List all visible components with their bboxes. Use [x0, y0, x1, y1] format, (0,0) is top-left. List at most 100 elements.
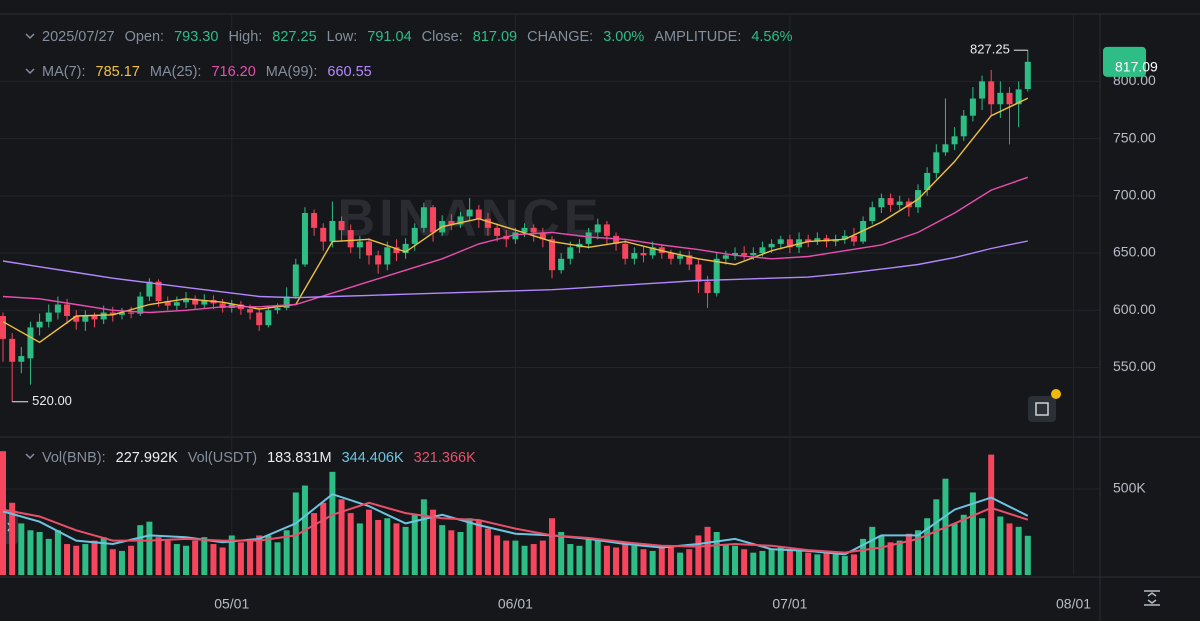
ma-line: [2, 176, 1029, 314]
volume-bar: [1006, 523, 1013, 575]
volume-bar: [887, 542, 894, 575]
candle-body: [530, 227, 537, 233]
candle-body: [301, 212, 308, 265]
legend-label: MA(7):: [42, 64, 86, 80]
volume-bar: [494, 535, 501, 575]
collapse-icon[interactable]: [25, 33, 35, 40]
volume-bar: [475, 519, 482, 575]
candle-body: [869, 207, 876, 221]
candle-body: [1024, 61, 1031, 90]
volume-bar: [960, 514, 967, 575]
volume-bar: [741, 549, 748, 575]
candle-body: [933, 152, 940, 173]
volume-bar: [667, 547, 674, 575]
volume-bar: [503, 540, 510, 575]
last-price-tag: [1103, 46, 1146, 77]
candle-body: [448, 220, 455, 225]
candle-body: [695, 264, 702, 282]
candle-body: [887, 198, 894, 205]
candle-body: [375, 255, 382, 265]
tool-button[interactable]: [1028, 396, 1056, 422]
volume-bar: [27, 530, 34, 575]
candle-body: [677, 255, 684, 259]
legend-label: Vol(USDT): [187, 450, 258, 466]
scale-button[interactable]: [1144, 590, 1160, 606]
volume-bar: [997, 516, 1004, 575]
volume-bar: [796, 550, 803, 575]
candle-body: [585, 232, 592, 244]
date: 2025/07/27: [42, 29, 115, 45]
legend-value: 3.00%: [603, 29, 645, 45]
volume-bar: [18, 523, 25, 575]
candle-body: [924, 172, 931, 191]
volume-bar: [228, 535, 235, 575]
candle-body: [512, 232, 519, 240]
annotation-label: 827.25: [970, 42, 1010, 57]
volume-bar: [603, 545, 610, 575]
legend-label: CHANGE:: [527, 29, 594, 45]
candle-body: [347, 230, 354, 248]
candle-body: [45, 312, 52, 322]
legend-value: 827.25: [272, 29, 317, 45]
volume-ma-line: [2, 501, 1029, 554]
candle-body: [256, 312, 263, 326]
candle-body: [942, 144, 949, 153]
volume-bar: [915, 530, 921, 575]
candle-body: [777, 239, 784, 244]
volume-bar: [594, 540, 601, 575]
tool-icon: [1035, 402, 1049, 416]
legend-label: MA(25):: [149, 64, 202, 80]
volume-bar: [878, 535, 885, 575]
volume-bar: [631, 545, 638, 575]
candle-body: [997, 92, 1004, 105]
candle-body: [768, 243, 775, 248]
candle-body: [73, 315, 80, 322]
candle-body: [18, 356, 25, 362]
collapse-icon[interactable]: [25, 68, 35, 75]
candle-body: [805, 239, 812, 242]
legend-value: 793.30: [174, 29, 219, 45]
candle-body: [109, 312, 116, 315]
volume-bar: [905, 533, 912, 575]
collapse-icon[interactable]: [25, 453, 35, 460]
volume-bar: [283, 530, 290, 575]
volume-bar: [768, 549, 775, 575]
volume-bar: [567, 544, 574, 575]
candle-body: [292, 264, 299, 297]
candle-body: [128, 312, 135, 314]
candle-body: [192, 298, 199, 305]
candle-body: [741, 253, 748, 256]
candle-body: [411, 227, 418, 244]
volume-bar: [732, 545, 738, 575]
candle-body: [402, 243, 409, 254]
volume-bar: [430, 509, 437, 575]
candle-body: [539, 232, 546, 240]
volume-bar: [512, 540, 519, 575]
candle-body: [622, 243, 629, 259]
candle-body: [558, 258, 565, 271]
volume-bar: [695, 535, 702, 575]
volume-bar: [649, 550, 656, 575]
volume-bar: [686, 549, 693, 575]
volume-bar: [805, 552, 812, 575]
volume-bar: [393, 523, 400, 575]
candle-body: [393, 247, 400, 254]
volume-bar: [265, 535, 272, 575]
volume-bar: [164, 540, 171, 575]
volume-bar: [91, 540, 98, 575]
candle-body: [219, 303, 226, 308]
legend-value: 791.04: [367, 29, 412, 45]
candle-body: [814, 238, 821, 242]
candle-body: [338, 220, 345, 231]
volume-bar: [118, 550, 125, 575]
notification-dot: [1051, 389, 1061, 399]
volume-bar: [1024, 535, 1031, 575]
legend-value: 817.09: [472, 29, 518, 45]
scale-icon: [1147, 599, 1157, 604]
volume-bar: [237, 542, 244, 575]
candle-body: [988, 81, 995, 105]
legend-label: Low:: [326, 29, 358, 45]
volume-bar: [36, 532, 43, 575]
candle-body: [457, 216, 464, 225]
